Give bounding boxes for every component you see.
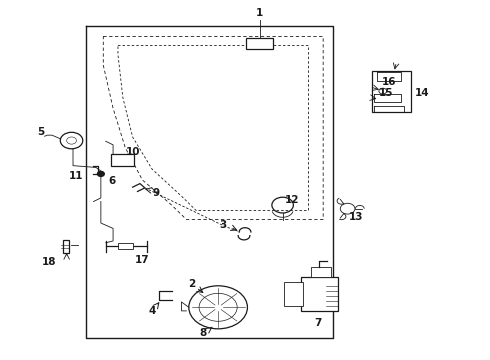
Bar bbox=[246, 39, 273, 49]
Text: 11: 11 bbox=[69, 171, 84, 181]
Bar bbox=[311, 267, 331, 277]
Text: 17: 17 bbox=[135, 255, 150, 265]
Text: 14: 14 bbox=[415, 88, 429, 98]
Text: 5: 5 bbox=[38, 127, 45, 136]
Bar bbox=[284, 282, 303, 306]
Bar bbox=[301, 277, 338, 311]
Text: 3: 3 bbox=[220, 220, 227, 230]
Text: 16: 16 bbox=[382, 77, 396, 87]
Text: 13: 13 bbox=[349, 212, 364, 221]
Bar bbox=[118, 243, 133, 249]
Bar bbox=[111, 154, 134, 166]
Text: 10: 10 bbox=[125, 147, 140, 157]
Text: 12: 12 bbox=[285, 195, 299, 205]
Text: 15: 15 bbox=[378, 88, 393, 98]
Text: 8: 8 bbox=[200, 328, 207, 338]
Text: 2: 2 bbox=[188, 279, 195, 289]
Text: 1: 1 bbox=[256, 8, 263, 18]
Text: 7: 7 bbox=[315, 319, 322, 328]
Text: 18: 18 bbox=[41, 257, 56, 267]
Bar bbox=[372, 71, 411, 112]
Circle shape bbox=[98, 171, 104, 176]
Text: 9: 9 bbox=[152, 188, 160, 198]
Text: 4: 4 bbox=[148, 306, 156, 316]
Bar bbox=[63, 240, 69, 253]
Text: 6: 6 bbox=[108, 176, 116, 186]
